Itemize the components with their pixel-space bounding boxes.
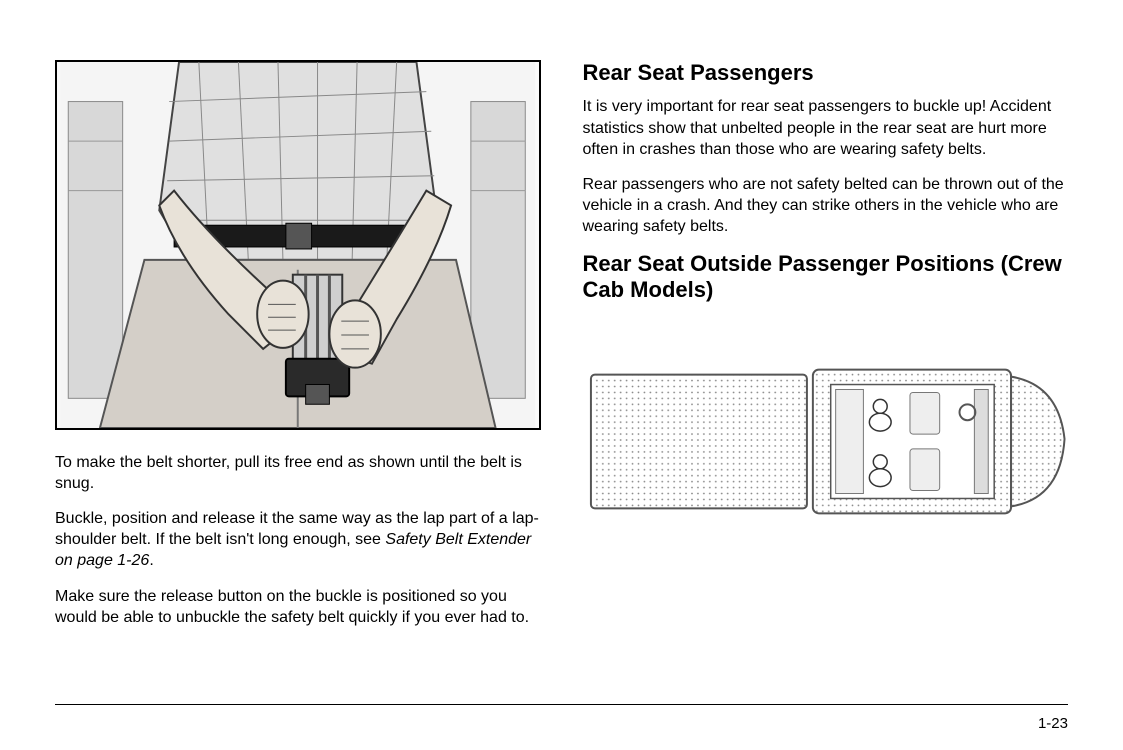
left-column: To make the belt shorter, pull its free … (55, 60, 541, 680)
left-para-3: Make sure the release button on the buck… (55, 586, 541, 628)
right-column: Rear Seat Passengers It is very importan… (583, 60, 1069, 680)
page-content: To make the belt shorter, pull its free … (55, 60, 1068, 680)
page-number: 1-23 (1038, 715, 1068, 732)
heading-rear-seat-passengers: Rear Seat Passengers (583, 60, 1069, 86)
heading-rear-seat-outside-positions: Rear Seat Outside Passenger Positions (C… (583, 251, 1069, 304)
seatbelt-pull-icon (57, 62, 539, 428)
right-para-1: It is very important for rear seat passe… (583, 96, 1069, 159)
right-para-2: Rear passengers who are not safety belte… (583, 174, 1069, 237)
left-para-2b: . (149, 552, 153, 569)
truck-top-view-icon (583, 354, 1069, 529)
belt-shortening-illustration (55, 60, 541, 430)
footer-rule (55, 704, 1068, 705)
left-para-2: Buckle, position and release it the same… (55, 508, 541, 571)
left-para-1: To make the belt shorter, pull its free … (55, 452, 541, 494)
crew-cab-top-view-diagram (583, 354, 1069, 529)
